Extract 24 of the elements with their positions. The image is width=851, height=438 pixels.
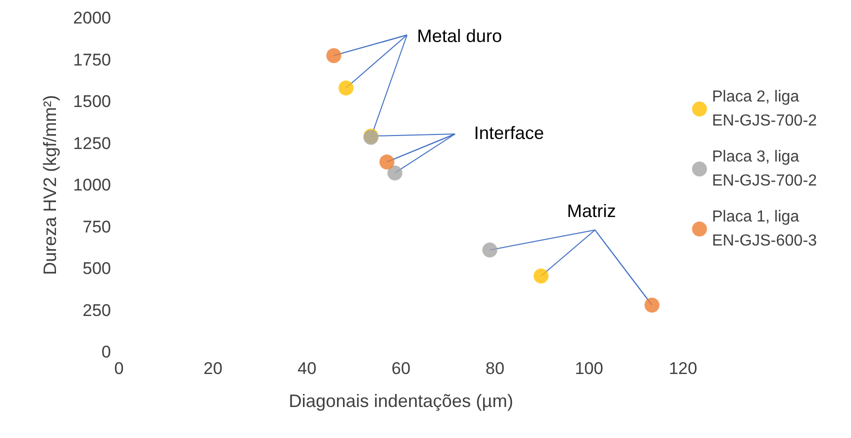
legend-label: Placa 3, liga EN-GJS-700-2 xyxy=(712,148,818,190)
y-tick-label: 1250 xyxy=(73,134,111,153)
annotation: Metal duro xyxy=(417,26,502,46)
annotation: Interface xyxy=(474,123,544,143)
y-tick-label: 1500 xyxy=(73,92,111,111)
y-tick-label: 0 xyxy=(102,342,111,362)
x-tick-label: 40 xyxy=(298,359,316,378)
y-tick-label: 1000 xyxy=(73,176,111,194)
x-tick-label: 120 xyxy=(668,359,698,378)
x-tick-label: 60 xyxy=(392,359,410,378)
y-tick-label: 2000 xyxy=(73,8,111,28)
y-tick-label: 1750 xyxy=(73,50,111,70)
x-tick-label: 20 xyxy=(204,359,222,378)
y-tick-label: 500 xyxy=(82,259,111,278)
y-tick-label: 750 xyxy=(82,217,111,236)
legend-label: Placa 2, liga EN-GJS-700-2 xyxy=(712,88,818,130)
y-axis-title: Dureza HV2 (kgf/mm²) xyxy=(40,94,60,276)
x-axis-title: Diagonais indentações (µm) xyxy=(288,391,514,411)
legend-label: Placa 1, liga EN-GJS-600-3 xyxy=(712,208,818,250)
x-tick-label: 80 xyxy=(486,359,504,378)
y-tick-label: 250 xyxy=(82,300,111,320)
x-tick-label: 100 xyxy=(574,359,604,378)
x-tick-label: 0 xyxy=(114,359,124,378)
annotation: Matriz xyxy=(567,201,616,221)
